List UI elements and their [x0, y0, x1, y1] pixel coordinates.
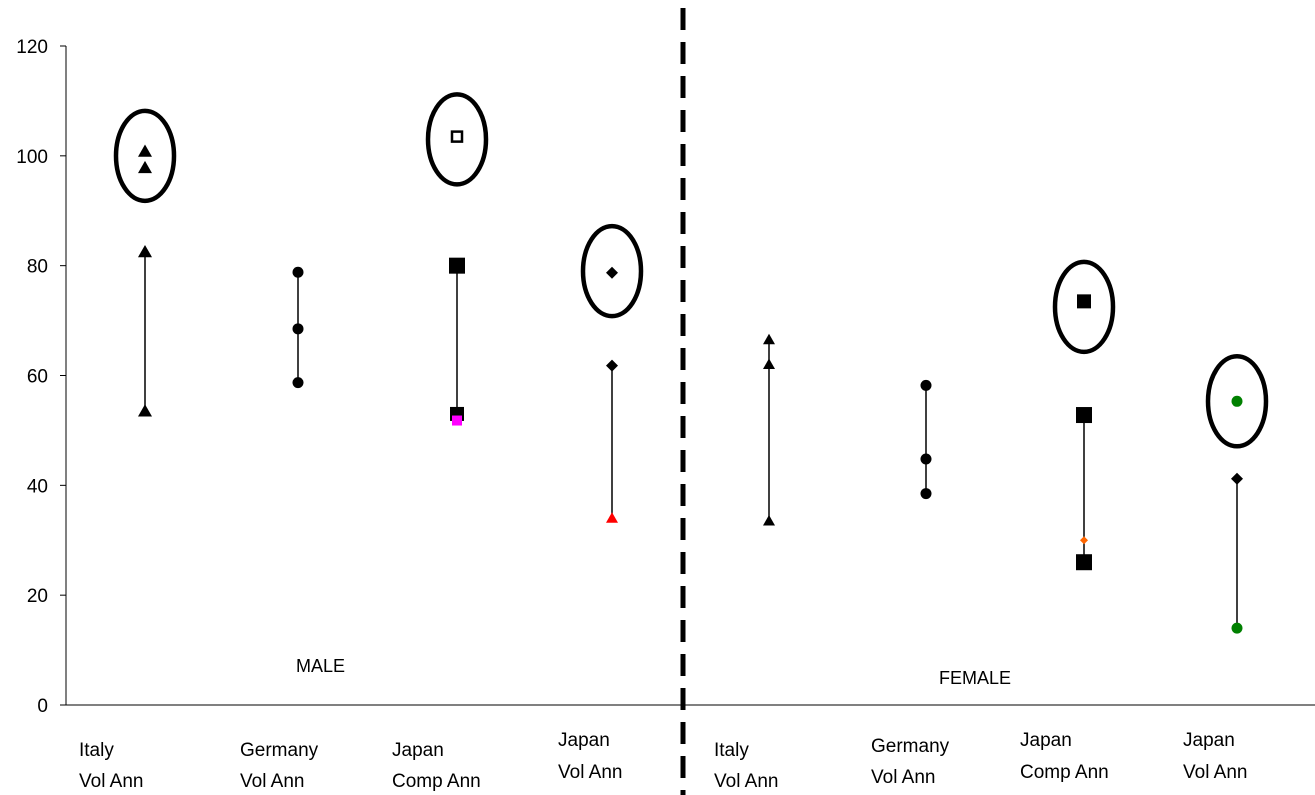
y-tick-label: 20: [27, 586, 48, 607]
data-point-triangle: [138, 244, 152, 258]
y-tick-label: 120: [16, 37, 48, 58]
category-label-line2: Comp Ann: [392, 771, 481, 792]
y-tick-label: 100: [16, 147, 48, 168]
data-point-square: [449, 257, 465, 274]
range-lines: [144, 251, 1238, 629]
data-point-triangle: [138, 404, 152, 417]
data-point-circle: [292, 266, 304, 278]
data-point-square-hollow: [450, 130, 464, 143]
category-labels: Italy Vol Ann Germany Vol Ann Japan Comp Ann J…: [79, 730, 1247, 792]
highlight-ellipse: [425, 92, 489, 187]
category-label-line2: Vol Ann: [240, 771, 304, 792]
category-label-line1: Germany: [240, 740, 319, 761]
category-label-line1: Germany: [871, 736, 950, 757]
data-point-circle: [1231, 395, 1243, 407]
group-label-male: MALE: [296, 656, 345, 676]
data-point-circle: [920, 379, 932, 391]
highlight-ellipses: [113, 92, 1269, 449]
category-label-line1: Japan: [1020, 730, 1072, 751]
data-point-triangle: [763, 333, 775, 345]
highlight-ellipse: [1205, 354, 1269, 449]
data-point-diamond: [1231, 472, 1243, 485]
data-point-diamond: [1080, 536, 1088, 545]
data-point-triangle: [138, 144, 152, 157]
category-label-line1: Italy: [714, 740, 749, 761]
data-point-diamond: [606, 266, 618, 279]
data-point-circle: [292, 377, 304, 389]
y-tick-label: 60: [27, 367, 48, 388]
category-label-line2: Vol Ann: [558, 762, 622, 783]
data-point-circle: [920, 453, 932, 465]
highlight-ellipse: [113, 108, 177, 204]
data-point-square: [1077, 294, 1091, 309]
data-point-triangle: [138, 160, 152, 174]
category-label-line1: Japan: [1183, 730, 1235, 751]
category-label-line2: Vol Ann: [714, 771, 778, 792]
category-label-line1: Japan: [558, 730, 610, 751]
data-point-circle: [920, 488, 932, 500]
data-point-square: [1076, 407, 1092, 424]
highlight-ellipse: [580, 223, 644, 319]
y-tick-label: 80: [27, 257, 48, 278]
y-tick-label: 40: [27, 476, 48, 497]
data-point-circle: [1231, 622, 1243, 634]
data-point-triangle: [606, 512, 618, 523]
category-label-line2: Comp Ann: [1020, 762, 1109, 783]
data-point-triangle: [763, 515, 775, 526]
data-point-square: [1076, 554, 1092, 571]
data-point-triangle: [763, 358, 775, 370]
y-tick-label: 0: [37, 696, 48, 717]
category-label-line1: Japan: [392, 740, 444, 761]
data-point-circle: [292, 323, 304, 335]
category-label-line2: Vol Ann: [871, 767, 935, 788]
group-label-female: FEMALE: [939, 668, 1011, 688]
data-point-diamond: [606, 359, 618, 372]
highlight-ellipse: [1052, 259, 1116, 355]
data-point-square: [452, 415, 462, 426]
category-label-line1: Italy: [79, 740, 114, 761]
data-points: [138, 130, 1243, 634]
category-label-line2: Vol Ann: [79, 771, 143, 792]
axes: 0 20 40 60 80 100 120: [16, 37, 1315, 717]
category-label-line2: Vol Ann: [1183, 762, 1247, 783]
